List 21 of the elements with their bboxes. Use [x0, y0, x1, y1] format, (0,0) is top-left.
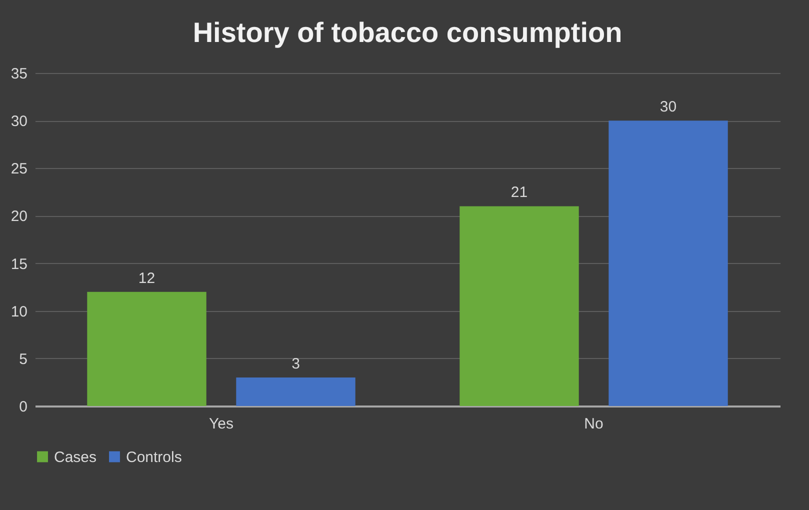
- y-tick-label: 30: [10, 113, 28, 130]
- x-tick-label: Yes: [209, 416, 234, 432]
- y-tick-label: 35: [10, 66, 28, 82]
- y-tick-label: 5: [19, 350, 28, 368]
- bar: [87, 292, 206, 406]
- bar: [608, 120, 728, 406]
- legend-label: Cases: [54, 448, 97, 466]
- data-label: 30: [660, 98, 677, 116]
- bar: [236, 377, 356, 406]
- bar: [460, 206, 579, 406]
- data-label: 21: [510, 184, 528, 202]
- y-tick-label: 25: [10, 160, 28, 178]
- y-tick-label: 15: [10, 256, 28, 273]
- y-tick-label: 20: [10, 208, 28, 226]
- data-label: 12: [138, 270, 156, 287]
- y-tick-label: 10: [10, 303, 28, 320]
- data-label: 3: [292, 355, 300, 372]
- y-tick-label: 0: [19, 398, 28, 416]
- chart-title: History of tobacco consumption: [192, 17, 622, 48]
- x-tick-label: No: [584, 416, 604, 432]
- legend-label: Controls: [126, 448, 182, 466]
